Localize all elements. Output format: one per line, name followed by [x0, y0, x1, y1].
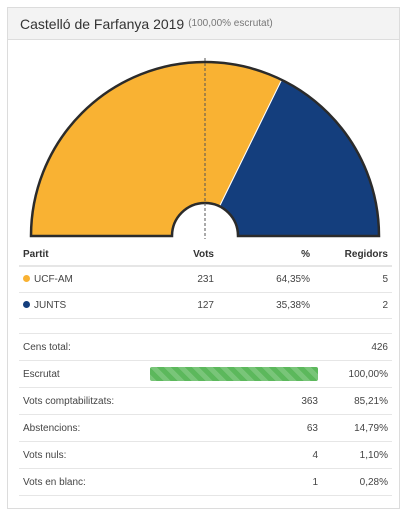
blanc-label: Vots en blanc:	[19, 468, 254, 496]
stats-row-escrutat: Escrutat 100,00%	[19, 360, 392, 388]
nuls-votes: 4	[254, 441, 322, 469]
nuls-label: Vots nuls:	[19, 441, 254, 469]
stats-row-blanc: Vots en blanc: 1 0,28%	[19, 468, 392, 496]
table-row: JUNTS 127 35,38% 2	[19, 292, 392, 319]
hemicycle-chart	[29, 58, 381, 239]
seats-cell: 5	[314, 266, 392, 293]
page-subtitle: (100,00% escrutat)	[188, 18, 273, 29]
stats-row-nuls: Vots nuls: 4 1,10%	[19, 441, 392, 469]
escrutat-value: 100,00%	[322, 360, 392, 388]
seats-cell: 2	[314, 292, 392, 319]
votes-cell: 127	[152, 292, 218, 319]
party-color-dot	[23, 274, 30, 282]
stats-table: Cens total: 426 Escrutat 100,00% Vots co…	[19, 333, 392, 496]
blanc-votes: 1	[254, 468, 322, 496]
percent-cell: 64,35%	[218, 266, 314, 293]
stats-row-abstencions: Abstencions: 63 14,79%	[19, 414, 392, 442]
results-table: Partit Vots % Regidors UCF-AM 231 64,35%…	[19, 244, 392, 319]
results-card: Castelló de Farfanya 2019 (100,00% escru…	[7, 7, 400, 509]
abstencions-pct: 14,79%	[322, 414, 392, 442]
party-cell: JUNTS	[19, 292, 152, 319]
escrutat-progress-fill	[150, 367, 318, 381]
blanc-pct: 0,28%	[322, 468, 392, 496]
results-header-row: Partit Vots % Regidors	[19, 244, 392, 267]
col-header-seats: Regidors	[314, 244, 392, 267]
page-title: Castelló de Farfanya 2019	[20, 15, 185, 32]
stats-row-cens: Cens total: 426	[19, 333, 392, 361]
table-row: UCF-AM 231 64,35% 5	[19, 266, 392, 293]
abstencions-votes: 63	[254, 414, 322, 442]
party-name: JUNTS	[34, 300, 67, 311]
votes-cell: 231	[152, 266, 218, 293]
col-header-party: Partit	[19, 244, 152, 267]
escrutat-progress-cell	[146, 360, 322, 388]
stats-row-comptabilitzats: Vots comptabilitzats: 363 85,21%	[19, 387, 392, 415]
party-color-dot	[23, 300, 30, 308]
cens-label: Cens total:	[19, 333, 146, 361]
escrutat-label: Escrutat	[19, 360, 146, 388]
comptabilitzats-pct: 85,21%	[322, 387, 392, 415]
party-name: UCF-AM	[34, 274, 73, 285]
abstencions-label: Abstencions:	[19, 414, 254, 442]
nuls-pct: 1,10%	[322, 441, 392, 469]
party-cell: UCF-AM	[19, 266, 152, 293]
comptabilitzats-label: Vots comptabilitzats:	[19, 387, 254, 415]
col-header-votes: Vots	[152, 244, 218, 267]
comptabilitzats-votes: 363	[254, 387, 322, 415]
escrutat-progress-bar	[150, 367, 318, 381]
card-header: Castelló de Farfanya 2019 (100,00% escru…	[8, 8, 399, 40]
percent-cell: 35,38%	[218, 292, 314, 319]
col-header-percent: %	[218, 244, 314, 267]
cens-value: 426	[322, 333, 392, 361]
